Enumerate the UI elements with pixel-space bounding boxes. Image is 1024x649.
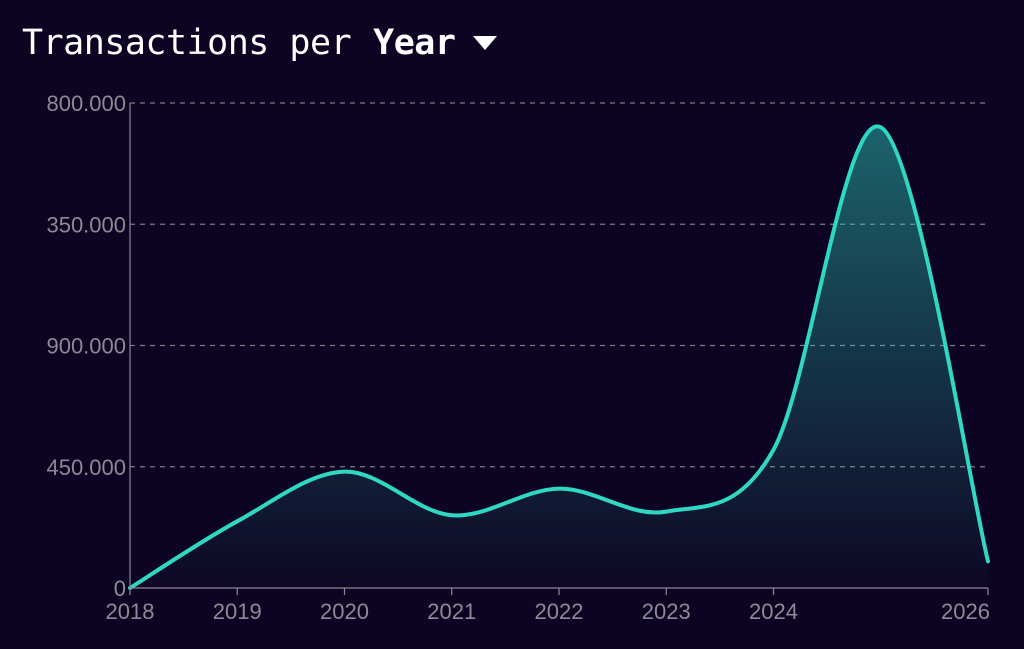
x-tick-label: 2022 [535,599,584,624]
data-point[interactable] [235,519,239,523]
period-dropdown[interactable]: Year [373,23,498,63]
data-point[interactable] [879,125,883,129]
y-tick-label: 450.000 [46,455,126,480]
period-value: Year [373,23,456,63]
x-tick-label: 2019 [213,599,262,624]
x-tick-label: 2026 [941,599,990,624]
data-point[interactable] [986,559,990,563]
x-tick-label: 2018 [106,599,155,624]
data-point[interactable] [557,487,561,491]
x-tick-label: 2020 [320,599,369,624]
x-tick-label: 2023 [642,599,691,624]
chart-title: Transactions per Year [22,18,498,68]
data-point[interactable] [450,513,454,517]
series-line[interactable] [128,124,990,590]
y-tick-label: 900.000 [46,334,126,359]
title-prefix: Transactions per [22,23,352,63]
series-area-fill [130,126,988,588]
data-point[interactable] [772,448,776,452]
caret-down-icon [473,36,498,50]
data-point[interactable] [343,470,347,474]
data-point[interactable] [664,510,668,514]
x-tick-label: 2021 [427,599,476,624]
y-tick-label: 0 [114,576,126,601]
y-tick-label: 800.000 [46,91,126,116]
y-tick-label: 350.000 [46,212,126,237]
x-tick-label: 2024 [749,599,798,624]
